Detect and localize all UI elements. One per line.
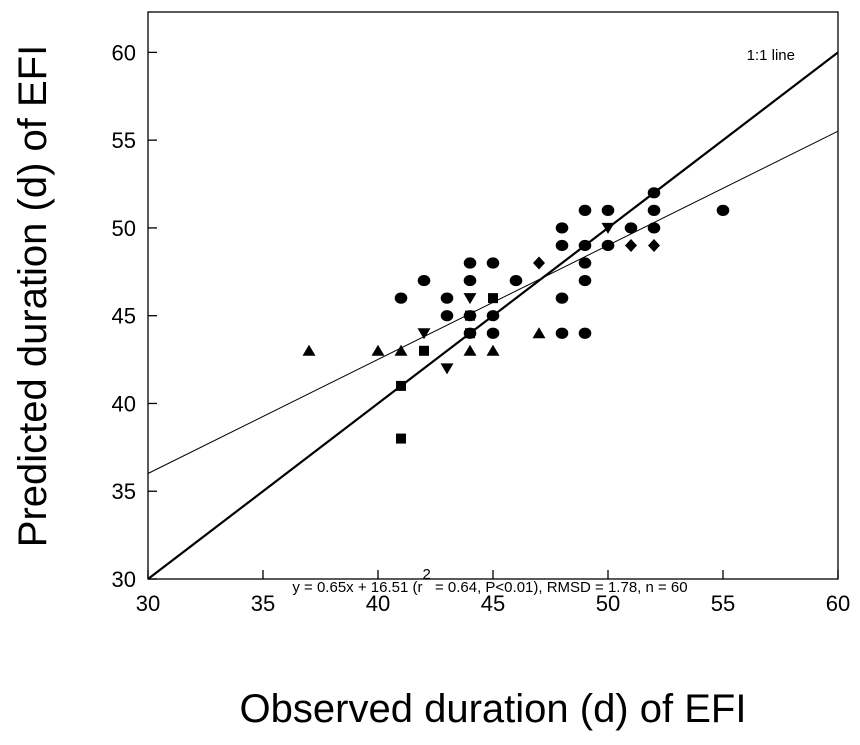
point-triangle-down (601, 222, 615, 234)
annotation-suffix: = 0.64, P<0.01), RMSD = 1.78, n = 60 (431, 579, 688, 596)
point-square (465, 328, 475, 339)
x-axis-ticks: 30 35 40 45 50 55 60 (136, 570, 850, 616)
point-triangle-down (417, 328, 431, 340)
point-square (465, 310, 475, 321)
point-circle (486, 310, 500, 322)
y-tick-label: 55 (112, 128, 136, 153)
point-triangle-up (532, 327, 546, 339)
point-triangle-up (371, 344, 385, 356)
point-triangle-up (302, 344, 316, 356)
regression-annotation: y = 0.65x + 16.51 (r2 = 0.64, P<0.01), R… (292, 566, 687, 596)
point-square (488, 293, 498, 304)
point-square (396, 433, 406, 444)
point-diamond (625, 238, 637, 252)
annotation-superscript: 2 (422, 566, 430, 583)
y-axis-ticks: 30 35 40 45 50 55 60 (112, 40, 157, 592)
point-triangle-up (486, 344, 500, 356)
reference-line-label: 1:1 line (747, 47, 795, 64)
point-circle (578, 257, 592, 269)
point-circle (555, 222, 569, 234)
point-circle (647, 222, 661, 234)
point-circle (624, 222, 638, 234)
point-square (419, 345, 429, 356)
y-axis-title: Predicted duration (d) of EFI (11, 45, 55, 547)
point-circle (394, 292, 408, 304)
point-circle (463, 274, 477, 287)
point-circle (601, 204, 615, 216)
x-tick-label: 40 (366, 591, 390, 616)
point-triangle-down (463, 293, 477, 305)
point-circle (578, 204, 592, 216)
point-circle (555, 292, 569, 304)
x-tick-label: 35 (251, 591, 275, 616)
point-circle (578, 327, 592, 339)
y-tick-label: 40 (112, 391, 136, 416)
point-diamond (648, 238, 660, 252)
point-circle (555, 239, 569, 252)
point-circle (440, 292, 454, 304)
point-circle (555, 327, 569, 339)
point-triangle-up (394, 344, 408, 356)
x-tick-label: 30 (136, 591, 160, 616)
point-circle (486, 327, 500, 339)
x-axis-title: Observed duration (d) of EFI (240, 687, 747, 731)
point-square (396, 380, 406, 391)
annotation-prefix: y = 0.65x + 16.51 (r (292, 579, 422, 596)
x-tick-label: 50 (596, 591, 620, 616)
point-triangle-down (440, 363, 454, 375)
point-circle (647, 187, 661, 199)
point-circle (578, 274, 592, 287)
point-diamond (533, 256, 545, 270)
x-tick-label: 60 (826, 591, 850, 616)
x-tick-label: 45 (481, 591, 505, 616)
point-circle (509, 274, 523, 287)
y-tick-label: 50 (112, 216, 136, 241)
y-tick-label: 45 (112, 304, 136, 329)
point-circle (417, 274, 431, 287)
point-circle (463, 257, 477, 269)
point-circle (601, 239, 615, 252)
data-points (302, 187, 730, 444)
y-tick-label: 30 (112, 567, 136, 592)
point-circle (647, 204, 661, 216)
point-circle (440, 310, 454, 322)
point-triangle-up (463, 344, 477, 356)
point-circle (578, 239, 592, 252)
point-circle (486, 257, 500, 269)
y-tick-label: 60 (112, 40, 136, 65)
x-tick-label: 55 (711, 591, 735, 616)
point-circle (716, 204, 730, 216)
y-tick-label: 35 (112, 479, 136, 504)
